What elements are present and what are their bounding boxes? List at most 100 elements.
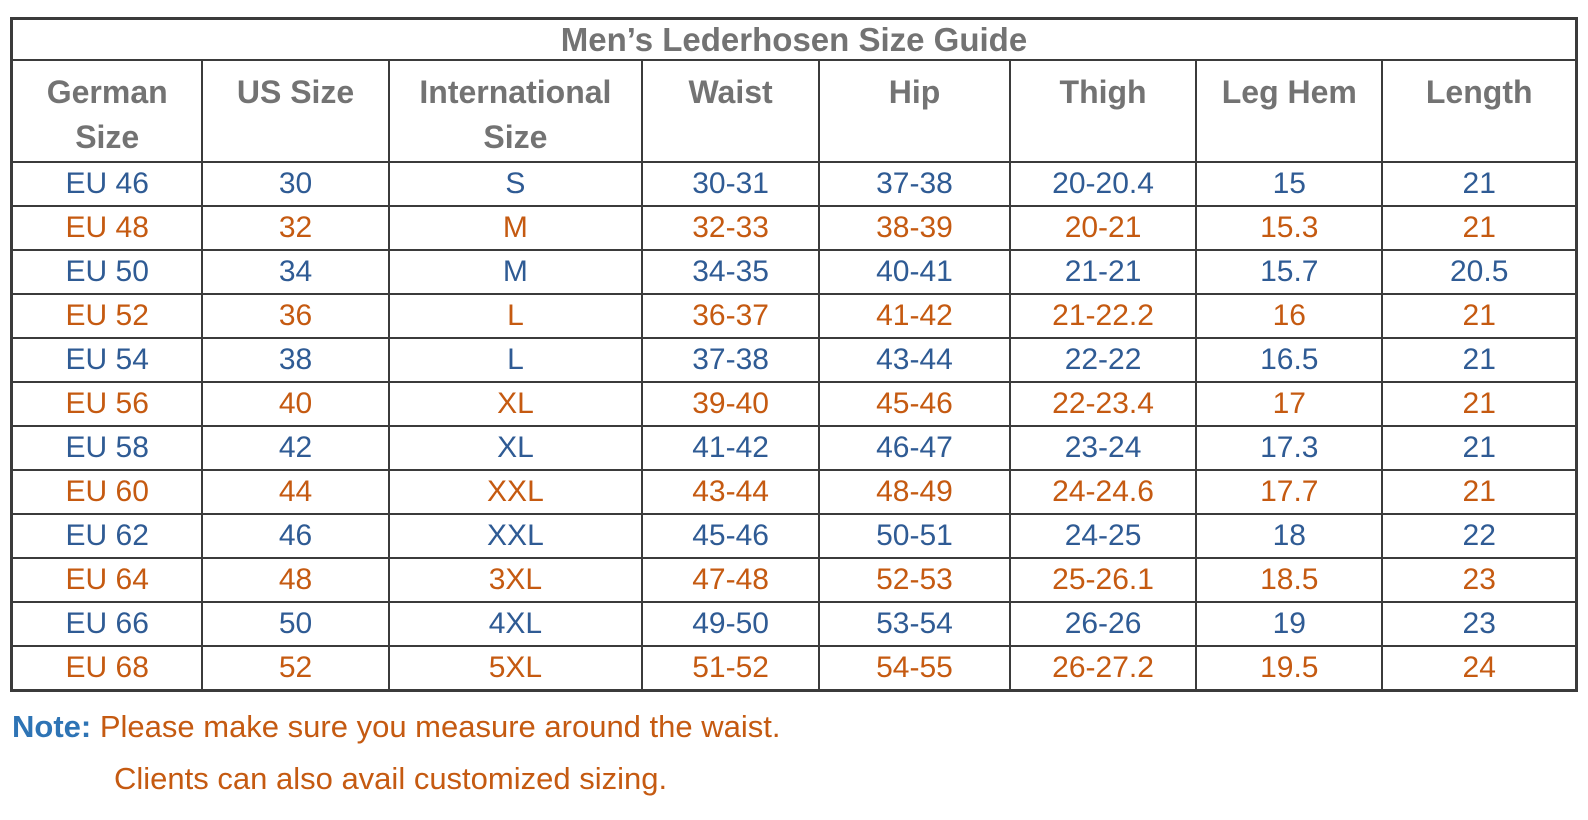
table-cell: 30-31 [641,160,821,207]
table-cell: 45-46 [641,512,821,559]
table-cell: 30 [201,160,390,207]
table-row: EU 52 36 L 36-37 41-42 21-22.2 16 21 [10,292,1578,339]
table-cell: 36 [201,292,390,339]
note-label: Note: [12,708,92,744]
table-cell: EU 62 [10,512,204,559]
table-cell: 44 [201,468,390,515]
table-row: EU 56 40 XL 39-40 45-46 22-23.4 17 21 [10,380,1578,427]
table-cell: 19.5 [1195,644,1384,692]
table-cell: 52 [201,644,390,692]
table-cell: 40 [201,380,390,427]
table-cell: L [387,292,644,339]
table-cell: 25-26.1 [1008,556,1198,603]
table-cell: 17.7 [1195,468,1384,515]
table-cell: 54-55 [818,644,1011,692]
column-header: German Size [10,59,204,163]
table-row: EU 64 48 3XL 47-48 52-53 25-26.1 18.5 23 [10,556,1578,603]
note-text-line1: Please make sure you measure around the … [99,708,781,744]
column-header: International Size [387,59,644,163]
table-cell: 23 [1381,600,1578,647]
table-cell: M [387,204,644,251]
table-cell: L [387,336,644,383]
table-row: EU 48 32 M 32-33 38-39 20-21 15.3 21 [10,204,1578,251]
table-cell: S [387,160,644,207]
table-cell: 46-47 [818,424,1011,471]
column-header: Hip [818,59,1011,163]
note-text-line2: Clients can also avail customized sizing… [114,761,668,797]
table-cell: 22-22 [1008,336,1198,383]
table-cell: 23 [1381,556,1578,603]
table-cell: 48-49 [818,468,1011,515]
table-cell: 23-24 [1008,424,1198,471]
table-cell: 19 [1195,600,1384,647]
table-cell: 5XL [387,644,644,692]
table-cell: 21 [1381,336,1578,383]
table-cell: 45-46 [818,380,1011,427]
table-row: EU 66 50 4XL 49-50 53-54 26-26 19 23 [10,600,1578,647]
column-header: Length [1381,59,1578,163]
table-cell: 36-37 [641,292,821,339]
table-cell: 16 [1195,292,1384,339]
table-cell: EU 46 [10,160,204,207]
table-row: EU 62 46 XXL 45-46 50-51 24-25 18 22 [10,512,1578,559]
table-row: EU 50 34 M 34-35 40-41 21-21 15.7 20.5 [10,248,1578,295]
table-cell: 15.7 [1195,248,1384,295]
table-cell: 22-23.4 [1008,380,1198,427]
table-cell: XL [387,424,644,471]
table-cell: 32-33 [641,204,821,251]
table-cell: 18 [1195,512,1384,559]
column-header: US Size [201,59,390,163]
table-cell: 38 [201,336,390,383]
table-cell: 15 [1195,160,1384,207]
table-cell: 24-25 [1008,512,1198,559]
table-cell: 22 [1381,512,1578,559]
table-cell: 38-39 [818,204,1011,251]
table-cell: 4XL [387,600,644,647]
column-header: Waist [641,59,821,163]
table-cell: 21 [1381,424,1578,471]
table-cell: 26-26 [1008,600,1198,647]
table-cell: EU 50 [10,248,204,295]
table-cell: EU 54 [10,336,204,383]
table-cell: 21-22.2 [1008,292,1198,339]
table-cell: 41-42 [818,292,1011,339]
table-cell: 21 [1381,160,1578,207]
table-cell: 47-48 [641,556,821,603]
size-guide-table: Men’s Lederhosen Size Guide German Size U… [10,17,1578,692]
table-row: EU 58 42 XL 41-42 46-47 23-24 17.3 21 [10,424,1578,471]
table-row: EU 54 38 L 37-38 43-44 22-22 16.5 21 [10,336,1578,383]
table-cell: 40-41 [818,248,1011,295]
table-cell: 21-21 [1008,248,1198,295]
title-row: Men’s Lederhosen Size Guide [10,17,1578,61]
table-cell: 43-44 [818,336,1011,383]
table-cell: XL [387,380,644,427]
table-cell: 52-53 [818,556,1011,603]
column-header: Thigh [1008,59,1198,163]
table-cell: EU 48 [10,204,204,251]
table-cell: XXL [387,512,644,559]
table-cell: EU 58 [10,424,204,471]
header-row: German Size US Size International Size Wais… [10,59,1578,163]
column-header: Leg Hem [1195,59,1384,163]
table-row: EU 60 44 XXL 43-44 48-49 24-24.6 17.7 21 [10,468,1578,515]
table-cell: 17 [1195,380,1384,427]
table-cell: 15.3 [1195,204,1384,251]
table-cell: 3XL [387,556,644,603]
table-cell: EU 60 [10,468,204,515]
table-cell: 37-38 [818,160,1011,207]
table-cell: EU 64 [10,556,204,603]
table-cell: 50 [201,600,390,647]
table-cell: 17.3 [1195,424,1384,471]
table-cell: 21 [1381,380,1578,427]
table-cell: 24 [1381,644,1578,692]
table-cell: EU 56 [10,380,204,427]
table-cell: 21 [1381,292,1578,339]
table-cell: XXL [387,468,644,515]
table-cell: 24-24.6 [1008,468,1198,515]
table-cell: 48 [201,556,390,603]
table-cell: 53-54 [818,600,1011,647]
table-row: EU 68 52 5XL 51-52 54-55 26-27.2 19.5 24 [10,644,1578,692]
table-cell: 21 [1381,204,1578,251]
table-cell: 16.5 [1195,336,1384,383]
table-cell: 32 [201,204,390,251]
